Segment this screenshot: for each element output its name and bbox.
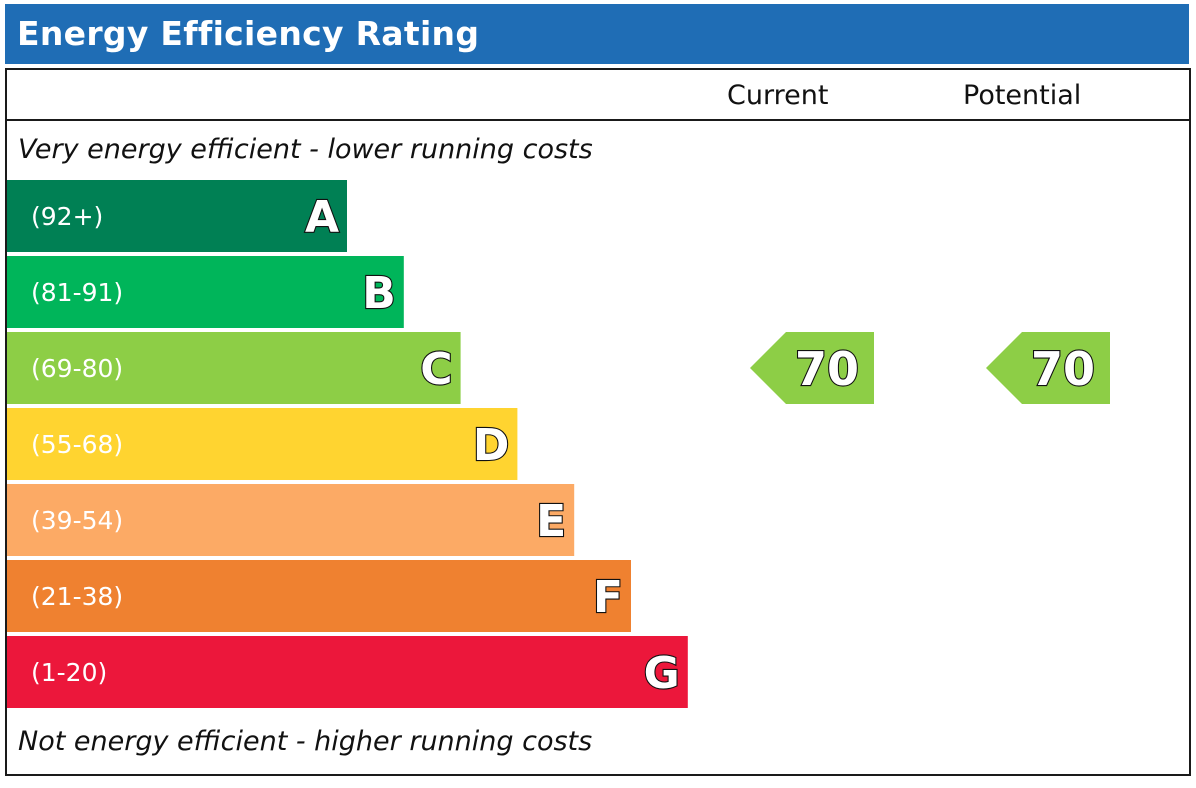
band-bar-e [7, 484, 575, 556]
band-a: (92+) A [7, 180, 347, 252]
band-bar-a [7, 180, 347, 252]
band-range-c: (69-80) [31, 354, 123, 383]
band-range-d: (55-68) [31, 430, 123, 459]
band-letter-a: A [305, 192, 339, 243]
band-bar-f [7, 560, 631, 632]
potential-column-header: Potential [963, 80, 1082, 111]
band-range-b: (81-91) [31, 278, 123, 307]
band-f: (21-38) F [7, 560, 631, 632]
current-rating-arrow-value: 70 [795, 342, 859, 396]
current-column-header: Current [727, 80, 829, 111]
header-divider [7, 119, 1189, 121]
band-bar-g [7, 636, 688, 708]
band-range-f: (21-38) [31, 582, 123, 611]
band-range-e: (39-54) [31, 506, 123, 535]
efficient-caption: Very energy efficient - lower running co… [18, 134, 593, 165]
potential-rating-arrow: 70 [986, 332, 1110, 404]
band-letter-b: B [362, 268, 396, 319]
band-range-g: (1-20) [31, 658, 107, 687]
potential-rating-arrow-value: 70 [1031, 342, 1095, 396]
current-rating-arrow: 70 [750, 332, 874, 404]
chart-title: Energy Efficiency Rating [17, 14, 480, 53]
band-letter-g: G [644, 648, 680, 699]
current-rating-arrow-shape [750, 332, 874, 404]
band-letter-f: F [593, 572, 623, 623]
title-bar: Energy Efficiency Rating [5, 4, 1189, 64]
band-bar-c [7, 332, 461, 404]
band-b: (81-91) B [7, 256, 404, 328]
band-letter-d: D [473, 420, 510, 471]
band-letter-e: E [536, 496, 566, 547]
band-letter-c: C [420, 344, 452, 395]
potential-rating-arrow-shape [986, 332, 1110, 404]
band-c: (69-80) C [7, 332, 461, 404]
band-range-a: (92+) [31, 202, 103, 231]
band-d: (55-68) D [7, 408, 518, 480]
band-bar-b [7, 256, 404, 328]
band-g: (1-20) G [7, 636, 688, 708]
inefficient-caption: Not energy efficient - higher running co… [18, 726, 593, 757]
band-e: (39-54) E [7, 484, 575, 556]
rating-frame: Current Potential Very energy efficient … [5, 68, 1191, 776]
band-bar-d [7, 408, 518, 480]
